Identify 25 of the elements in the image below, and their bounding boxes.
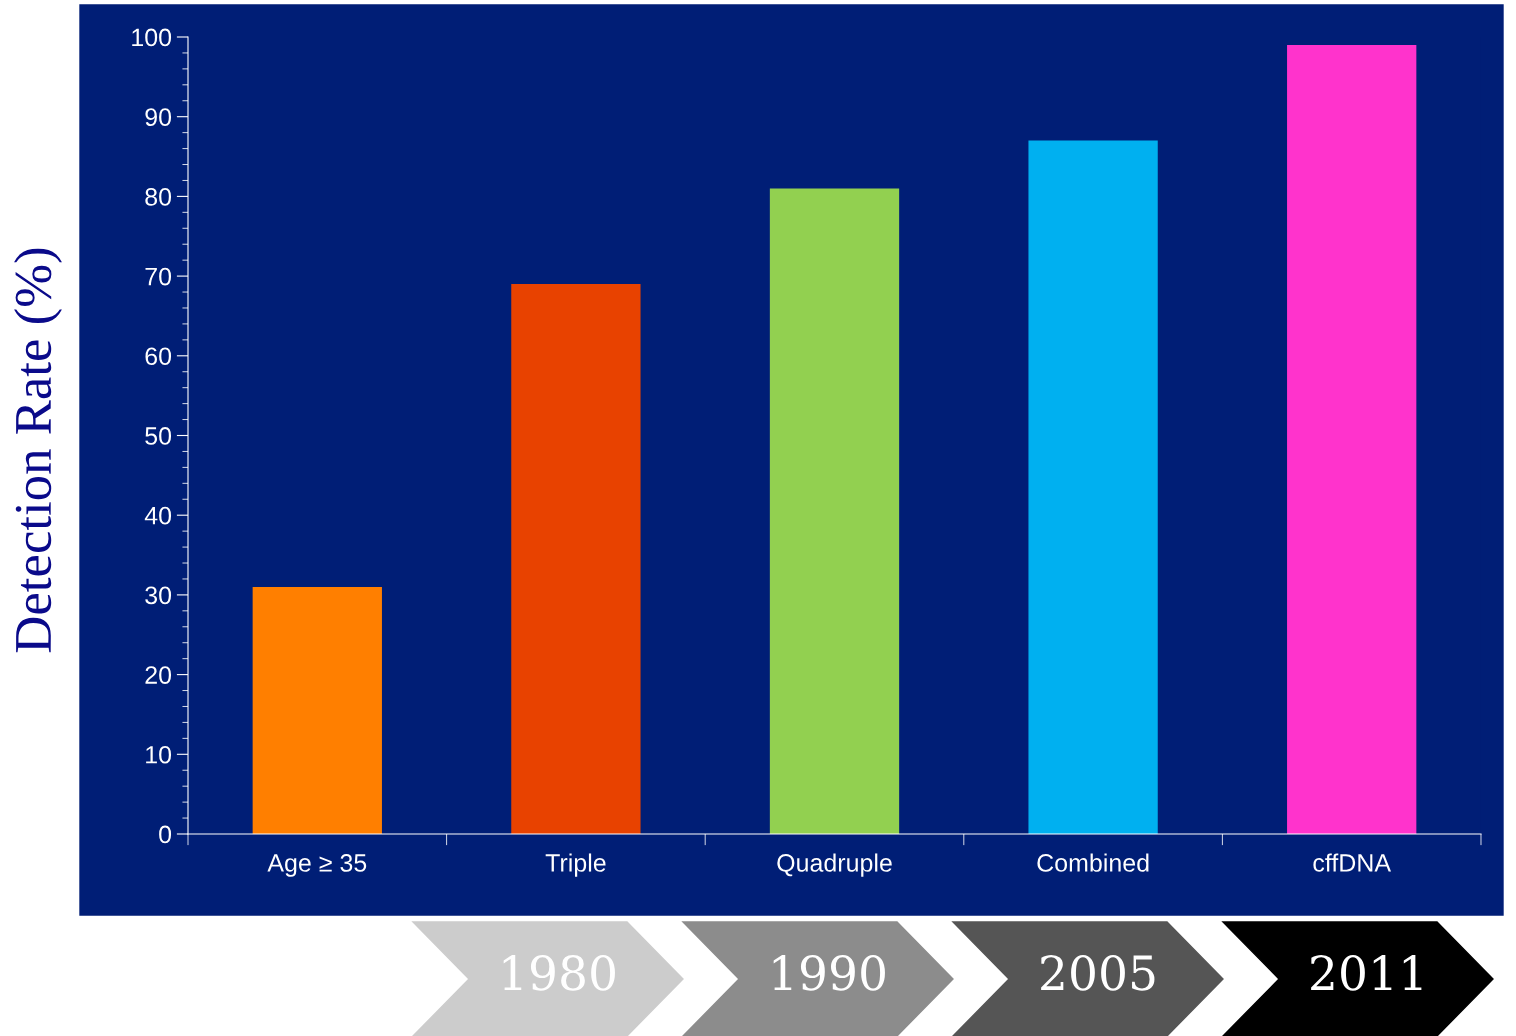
y-tick-label: 80 xyxy=(145,188,172,206)
text: 2005 xyxy=(1041,954,1155,991)
bar xyxy=(511,284,641,834)
bar xyxy=(1287,44,1417,834)
x-tick-label: cffDNA xyxy=(1313,853,1392,872)
y-tick-label: 30 xyxy=(145,586,172,605)
x-tick-label: Triple xyxy=(545,853,606,877)
y-tick-label: 60 xyxy=(145,347,172,366)
y-tick-label: 100 xyxy=(132,28,172,47)
bar xyxy=(769,188,900,834)
y-axis-title: Detection Rate (%) xyxy=(14,248,62,653)
bar xyxy=(1028,140,1158,834)
y-tick-label: 40 xyxy=(144,506,172,525)
y-tick-label: 90 xyxy=(145,108,172,126)
x-tick-label: Combined xyxy=(1037,853,1149,872)
x-tick-label: Age ≥ 35 xyxy=(267,854,367,877)
x-tick-label: Quadruple xyxy=(777,853,892,877)
y-tick-label: 10 xyxy=(146,745,172,764)
text: 1990 xyxy=(773,954,885,991)
bar xyxy=(252,586,382,834)
y-tick-label: 20 xyxy=(145,666,172,684)
y-tick-label: 50 xyxy=(145,427,172,445)
y-tick-label: 70 xyxy=(145,267,172,286)
text: 2011 xyxy=(1311,954,1422,991)
y-tick-label: 0 xyxy=(159,825,172,844)
